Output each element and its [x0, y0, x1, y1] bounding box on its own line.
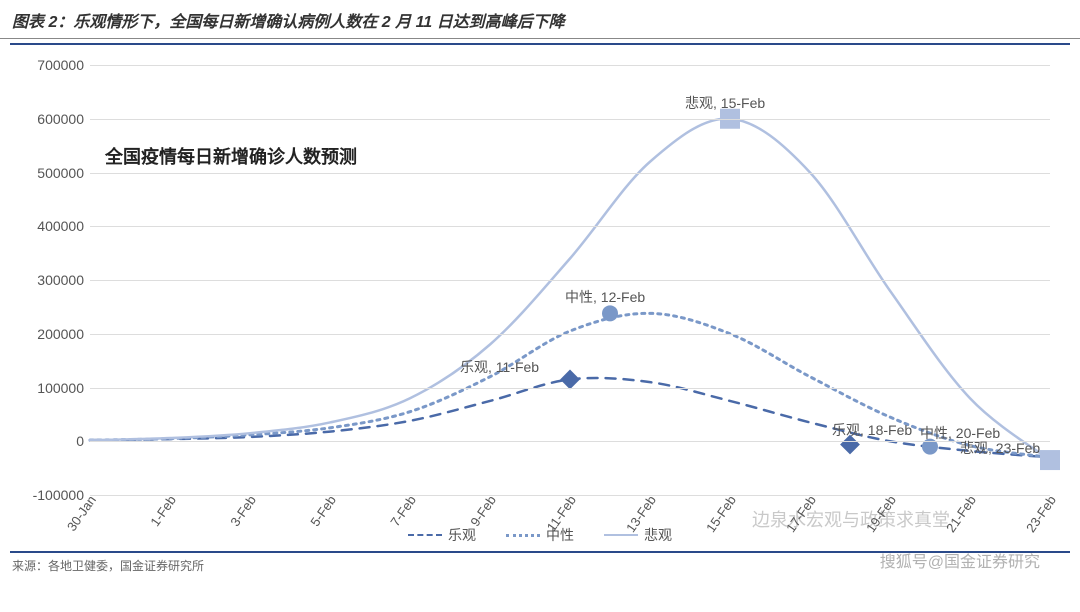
y-tick-label: 0 — [76, 433, 84, 449]
y-tick-label: 100000 — [37, 380, 84, 396]
x-tick-label: 3-Feb — [227, 493, 259, 529]
x-tick-label: 7-Feb — [387, 493, 419, 529]
y-tick-label: -100000 — [33, 487, 84, 503]
x-tick-label: 9-Feb — [467, 493, 499, 529]
marker-中性 — [602, 305, 618, 321]
x-tick-label: 1-Feb — [147, 493, 179, 529]
x-tick-label: 5-Feb — [307, 493, 339, 529]
marker-label: 乐观, 11-Feb — [460, 357, 539, 377]
marker-悲观 — [1040, 450, 1060, 470]
source-text: 来源：各地卫健委，国金证券研究所 — [0, 553, 1080, 578]
plot-area: -100000010000020000030000040000050000060… — [90, 65, 1050, 495]
y-tick-label: 700000 — [37, 57, 84, 73]
chart-inner-title: 全国疫情每日新增确诊人数预测 — [105, 143, 357, 169]
chart-container: -100000 0 100000 200000 300000 400000 500000 60… — [10, 43, 1070, 553]
figure-title: 图表 2：乐观情形下，全国每日新增确认病例人数在 2 月 11 日达到高峰后下降 — [0, 0, 1080, 39]
y-tick-label: 400000 — [37, 218, 84, 234]
marker-乐观 — [560, 370, 580, 390]
y-tick-label: 600000 — [37, 111, 84, 127]
y-tick-label: 500000 — [37, 165, 84, 181]
marker-label: 悲观, 15-Feb — [685, 93, 765, 113]
legend-item-中性: 中性 — [506, 525, 574, 545]
legend-item-乐观: 乐观 — [408, 525, 476, 545]
legend: 乐观 中性 悲观 — [10, 525, 1070, 545]
y-tick-label: 300000 — [37, 272, 84, 288]
marker-label: 乐观, 18-Feb — [832, 420, 912, 440]
legend-item-悲观: 悲观 — [604, 525, 672, 545]
marker-label: 中性, 12-Feb — [565, 287, 645, 307]
marker-label: 悲观, 23-Feb — [960, 438, 1040, 458]
series-line-乐观 — [90, 378, 1050, 457]
y-tick-label: 200000 — [37, 326, 84, 342]
